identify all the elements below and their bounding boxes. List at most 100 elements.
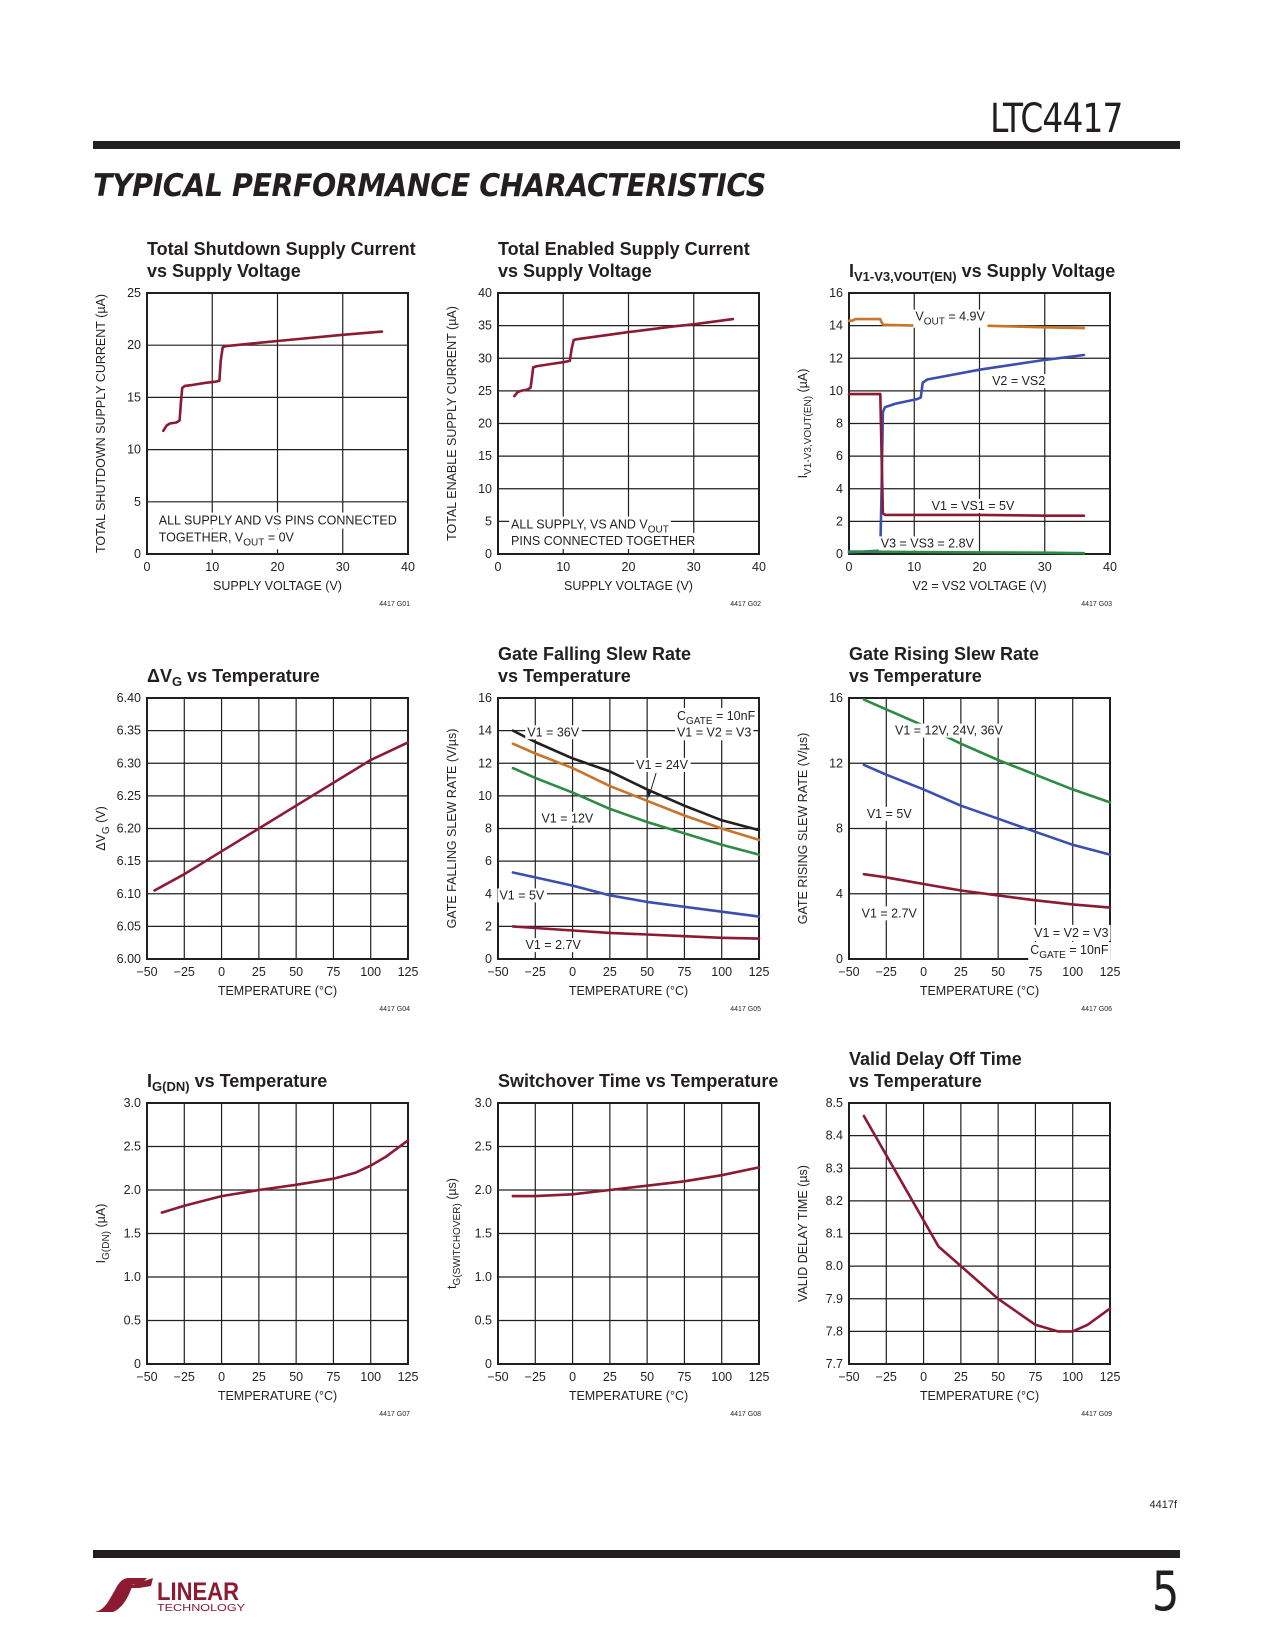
y-tick-label: 6 <box>485 854 492 868</box>
logo-subtext: TECHNOLOGY <box>157 1603 245 1614</box>
y-tick-label: 0 <box>485 1357 492 1371</box>
y-tick-label: 12 <box>829 756 843 770</box>
series-line-v1-36v <box>511 729 761 832</box>
x-tick-label: 50 <box>991 1370 1005 1384</box>
x-tick-label: 10 <box>205 560 219 574</box>
label-bg <box>990 374 1048 389</box>
series-line-enabled-current <box>513 317 735 398</box>
y-tick-label: 6.25 <box>117 789 141 803</box>
note-bg <box>509 532 698 549</box>
x-tick-label: 25 <box>603 965 617 979</box>
x-axis-label: TEMPERATURE (°C) <box>920 984 1039 998</box>
chart-g07: IG(DN) vs Temperature −50 −25 0 25 50 75 100 125… <box>94 1071 418 1418</box>
y-tick-label: 20 <box>478 417 492 431</box>
series-label: V3 = VS3 = 2.8V <box>881 536 975 550</box>
y-tick-label: 10 <box>478 789 492 803</box>
x-tick-label: 40 <box>752 560 766 574</box>
y-tick-label: 2.5 <box>475 1140 492 1154</box>
series-line-v1-24v <box>511 742 761 842</box>
series-line-v1-12v <box>511 766 761 856</box>
y-tick-label: 8.1 <box>826 1227 843 1241</box>
plot-frame <box>848 292 1111 555</box>
x-axis-label: TEMPERATURE (°C) <box>569 1389 688 1403</box>
x-tick-label: 50 <box>640 965 654 979</box>
chart-title-line: vs Temperature <box>498 666 631 686</box>
figure-id: 4417 G06 <box>1081 1006 1112 1013</box>
chart-note: CGATE = 10nF <box>1030 943 1109 961</box>
x-tick-label: 50 <box>640 1370 654 1384</box>
y-tick-label: 8.0 <box>826 1259 843 1273</box>
y-tick-label: 8.3 <box>826 1161 843 1175</box>
x-tick-label: 75 <box>1028 965 1042 979</box>
y-tick-label: 0 <box>485 547 492 561</box>
x-tick-label: 0 <box>920 1370 927 1384</box>
header-rule <box>93 141 1180 149</box>
y-axis-label: GATE FALLING SLEW RATE (V/µs) <box>445 729 459 929</box>
y-axis-label: IG(DN) (µA) <box>94 1204 112 1264</box>
note-bg <box>674 724 754 741</box>
chart-title-line: vs Supply Voltage <box>147 261 301 281</box>
y-tick-label: 7.7 <box>826 1357 843 1371</box>
y-tick-label: 10 <box>829 384 843 398</box>
y-tick-label: 4 <box>836 482 843 496</box>
y-axis-label: tG(SWITCHOVER) (µs) <box>445 1178 463 1289</box>
footer-rule <box>93 1550 1180 1558</box>
y-tick-label: 6.05 <box>117 919 141 933</box>
series-label: V1 = 24V <box>636 758 688 772</box>
y-axis-label: ΔVG (V) <box>94 806 112 851</box>
figure-id: 4417 G01 <box>379 601 410 608</box>
x-tick-label: −50 <box>136 1370 157 1384</box>
y-tick-label: 6.00 <box>117 952 141 966</box>
plot-frame <box>848 1102 1111 1365</box>
y-tick-label: 2.5 <box>124 1140 141 1154</box>
figure-id: 4417 G02 <box>730 601 761 608</box>
plot-frame <box>146 1102 409 1365</box>
label-bg <box>878 536 977 551</box>
y-tick-label: 15 <box>127 390 141 404</box>
series-label: VOUT = 4.9V <box>915 310 985 328</box>
y-tick-label: 6.30 <box>117 756 141 770</box>
arrowhead-icon <box>646 790 652 798</box>
x-tick-label: 75 <box>677 1370 691 1384</box>
x-axis-label: V2 = VS2 VOLTAGE (V) <box>913 579 1047 593</box>
y-tick-label: 4 <box>836 887 843 901</box>
x-axis-label: SUPPLY VOLTAGE (V) <box>564 579 693 593</box>
y-tick-label: 10 <box>478 482 492 496</box>
x-axis-label: TEMPERATURE (°C) <box>920 1389 1039 1403</box>
label-bg <box>859 906 920 921</box>
series-line-v1-5v <box>862 763 1112 856</box>
x-tick-label: 0 <box>495 560 502 574</box>
x-tick-label: −50 <box>487 1370 508 1384</box>
y-tick-label: 6 <box>836 449 843 463</box>
figure-id: 4417 G08 <box>730 1411 761 1418</box>
y-tick-label: 2.0 <box>124 1183 141 1197</box>
y-tick-label: 25 <box>127 286 141 300</box>
x-tick-label: 100 <box>711 1370 732 1384</box>
series-label: V2 = VS2 <box>992 374 1045 388</box>
chart-note: V1 = V2 = V3 <box>1034 926 1108 940</box>
y-tick-label: 1.5 <box>124 1227 141 1241</box>
x-tick-label: 50 <box>289 965 303 979</box>
y-tick-label: 5 <box>134 495 141 509</box>
series-label: V1 = 5V <box>499 888 544 902</box>
y-tick-label: 6.35 <box>117 724 141 738</box>
y-axis-label: GATE RISING SLEW RATE (V/µs) <box>796 733 810 924</box>
chart-title: IG(DN) vs Temperature <box>147 1071 327 1094</box>
plot-frame <box>146 292 409 555</box>
figure-id: 4417 G04 <box>379 1006 410 1013</box>
series-line-valid-delay <box>862 1114 1112 1333</box>
x-tick-label: 125 <box>398 965 419 979</box>
chart-note: CGATE = 10nF <box>677 709 756 727</box>
x-tick-label: 75 <box>326 1370 340 1384</box>
x-axis-label: SUPPLY VOLTAGE (V) <box>213 579 342 593</box>
x-tick-label: 50 <box>991 965 1005 979</box>
x-tick-label: −50 <box>487 965 508 979</box>
linear-technology-logo: LINEAR TECHNOLOGY <box>95 1578 245 1614</box>
y-tick-label: 15 <box>478 449 492 463</box>
series-label: V1 = 2.7V <box>862 906 918 920</box>
x-tick-label: 25 <box>252 965 266 979</box>
x-tick-label: 125 <box>398 1370 419 1384</box>
